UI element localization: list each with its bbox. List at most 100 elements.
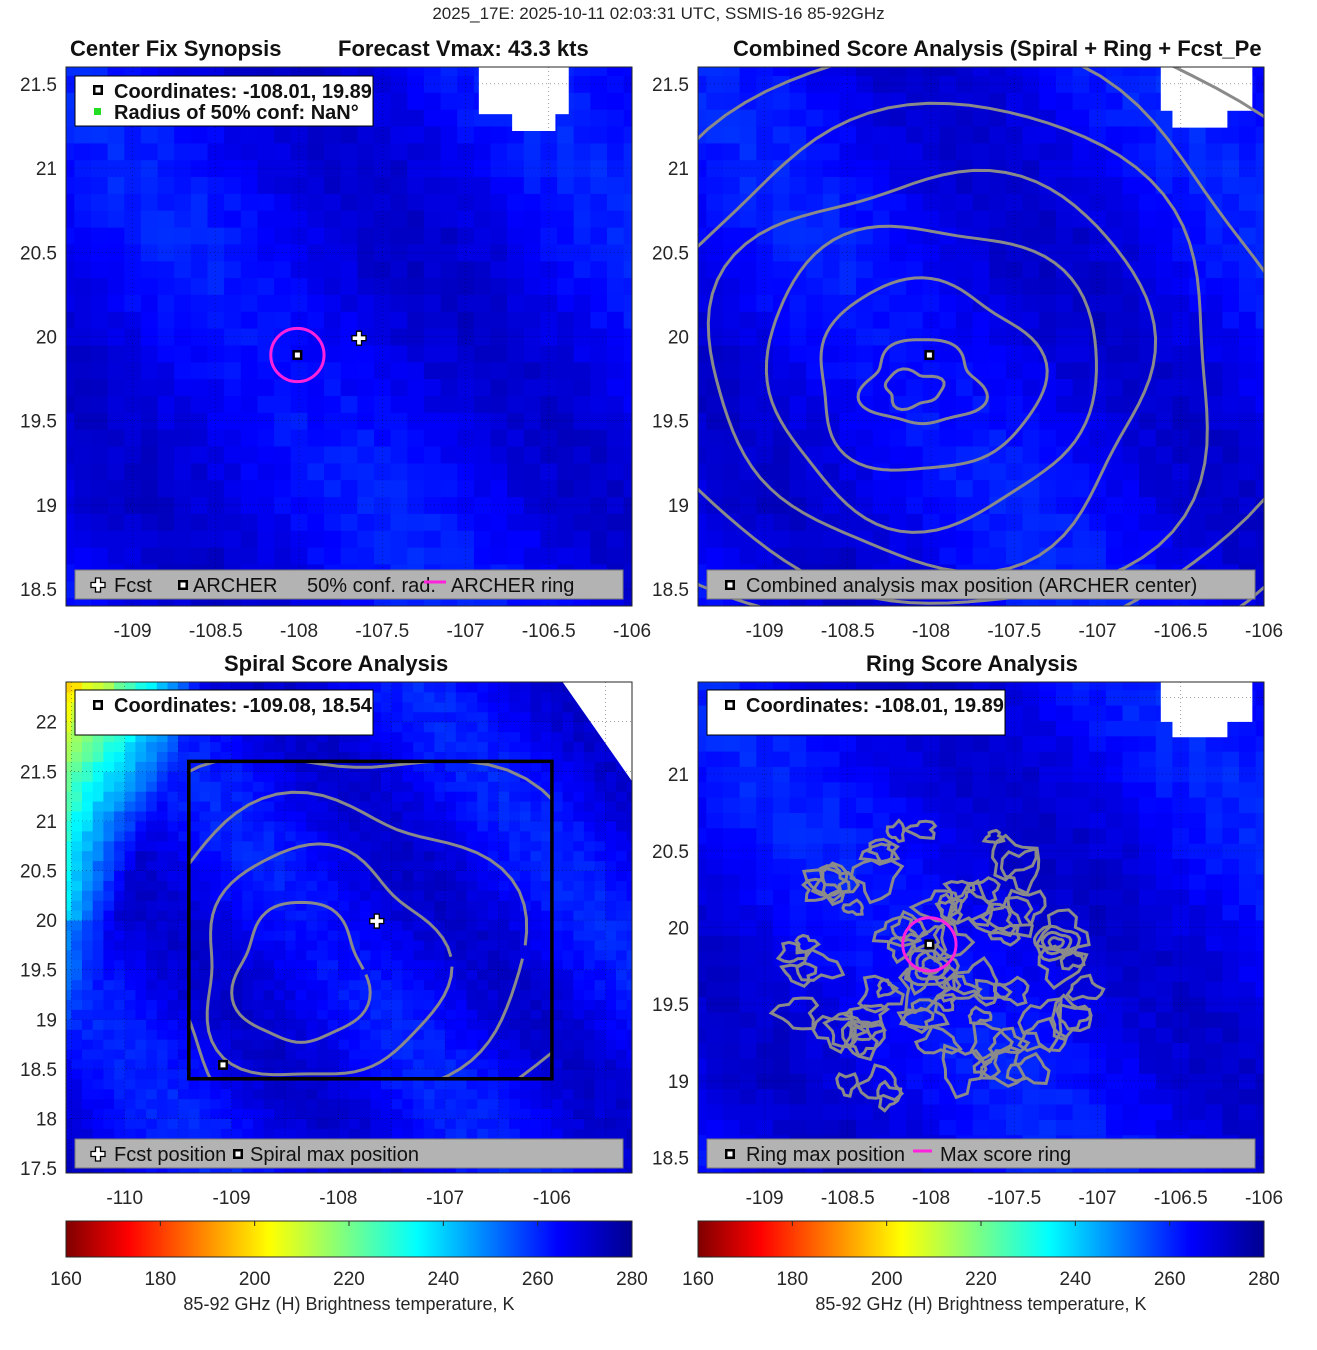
ring-score-contour: [1034, 908, 1091, 953]
y-tick-label: 19: [668, 1072, 689, 1093]
ring-score-contour: [979, 895, 1034, 939]
y-tick-label: 20: [36, 328, 57, 349]
legend-fcst-marker: [90, 577, 106, 593]
x-tick-label: -109: [114, 621, 152, 642]
legend-fcst-label: Fcst: [114, 575, 152, 597]
ring-score-contour: [890, 909, 929, 940]
ring-score-contour: [795, 947, 846, 982]
legend-maxring-label: Max score ring: [940, 1144, 1071, 1166]
ring-score-contour-center: [921, 955, 943, 975]
colorbar-tick-label: 160: [50, 1269, 82, 1290]
spiral-contour: [230, 900, 372, 1044]
ring-score-contour: [1005, 1051, 1051, 1085]
y-tick-label: 20.5: [20, 861, 57, 882]
colorbar-left-label: 85-92 GHz (H) Brightness temperature, K: [183, 1294, 515, 1314]
info-box: [706, 689, 1006, 736]
info-archer-marker-core: [95, 87, 101, 93]
score-contour: [819, 276, 1049, 472]
y-tick-label: 19.5: [652, 995, 689, 1016]
panel2-title: Combined Score Analysis (Spiral + Ring +…: [733, 36, 1262, 61]
colorbar-tick-label: 260: [1154, 1269, 1186, 1290]
ring-score-contour: [965, 876, 1001, 904]
y-tick-label: 19: [36, 496, 57, 517]
y-tick-label: 18: [36, 1109, 57, 1130]
panel-combined-score: Combined analysis max position (ARCHER c…: [652, 66, 1283, 642]
brightness-temperature-field: [698, 682, 1264, 1173]
spiral-max-marker-core: [220, 1062, 226, 1068]
y-tick-label: 18.5: [652, 580, 689, 601]
legend-spiral-marker-core: [235, 1151, 241, 1157]
score-contour-inner: [883, 367, 946, 412]
ring-score-contour: [952, 956, 999, 1000]
ring-score-contour: [876, 1079, 903, 1113]
colorbar-tick-label: 280: [616, 1269, 648, 1290]
missing-data-patch: [512, 107, 556, 132]
info-box: [74, 689, 374, 736]
y-tick-label: 18.5: [20, 580, 57, 601]
score-contour: [856, 338, 989, 426]
panel-ring-score: Coordinates: -108.01, 19.89 Ring max posi…: [652, 681, 1283, 1209]
archer-center-marker-core: [294, 352, 300, 358]
legend-fcst-label: Fcst position: [114, 1144, 226, 1166]
spiral-contour: [205, 842, 454, 1077]
x-tick-label: -106: [613, 621, 651, 642]
x-tick-label: -109: [213, 1188, 251, 1209]
ring-score-contour: [811, 1010, 854, 1055]
brightness-temperature-field: [698, 67, 1264, 606]
y-tick-label: 20.5: [20, 243, 57, 264]
brightness-temperature-field: [66, 67, 632, 606]
y-tick-label: 21: [668, 159, 689, 180]
x-tick-label: -108: [912, 621, 950, 642]
panel4-title: Ring Score Analysis: [866, 651, 1078, 676]
info-ring-marker-core: [727, 702, 733, 708]
colorbar-tick-label: 160: [682, 1269, 714, 1290]
ring-score-contour: [867, 842, 900, 864]
ring-score-contour: [871, 915, 923, 948]
colorbar-tick-label: 220: [333, 1269, 365, 1290]
ring-score-contour: [908, 889, 964, 925]
x-tick-label: -107.5: [355, 621, 409, 642]
forecast-marker: [369, 913, 385, 929]
ring-score-contour: [937, 892, 964, 924]
x-tick-label: -109: [746, 621, 784, 642]
ring-score-contour-east: [1047, 936, 1065, 950]
legend-spiral-label: Spiral max position: [250, 1144, 419, 1166]
ring-score-contour-east: [1032, 924, 1082, 962]
score-contour: [698, 67, 1264, 606]
ring-score-contour: [801, 877, 843, 903]
y-tick-label: 18.5: [20, 1060, 57, 1081]
combined-max-marker-core: [926, 352, 932, 358]
ring-score-contour: [981, 828, 1006, 845]
ring-score-contour: [810, 864, 851, 898]
missing-data-patch: [1172, 715, 1228, 738]
ring-score-contour: [1050, 993, 1093, 1042]
colorbar-tick-label: 200: [239, 1269, 271, 1290]
y-tick-label: 21.5: [20, 762, 57, 783]
y-tick-label: 19.5: [20, 961, 57, 982]
axes-frame: [697, 681, 1265, 1174]
x-tick-label: -106.5: [1154, 621, 1208, 642]
ring-score-contour: [969, 1021, 1015, 1065]
score-contour: [764, 224, 1098, 534]
legend-ring-marker-core: [727, 1151, 733, 1157]
y-tick-label: 19.5: [652, 412, 689, 433]
y-tick-label: 21.5: [652, 75, 689, 96]
ring-score-contour-center: [914, 949, 951, 981]
ring-score-contour: [942, 879, 976, 903]
x-tick-label: -108: [912, 1188, 950, 1209]
legend-max-label: Combined analysis max position (ARCHER c…: [746, 575, 1197, 597]
legend-ring-label: ARCHER ring: [451, 575, 574, 597]
info-radius: Radius of 50% conf: NaN°: [114, 102, 359, 124]
colorbar-tick-label: 200: [871, 1269, 903, 1290]
x-tick-label: -107: [426, 1188, 464, 1209]
legend-conf-label: 50% conf. rad.: [307, 575, 436, 597]
axes-frame: [65, 66, 633, 607]
ring-score-contour: [794, 933, 822, 955]
x-tick-label: -107: [447, 621, 485, 642]
y-tick-label: 20: [36, 911, 57, 932]
ring-score-contour: [990, 833, 1038, 882]
ring-score-contour: [968, 902, 1017, 938]
ring-score-contour: [1017, 1016, 1069, 1053]
ring-score-contour: [849, 858, 905, 905]
